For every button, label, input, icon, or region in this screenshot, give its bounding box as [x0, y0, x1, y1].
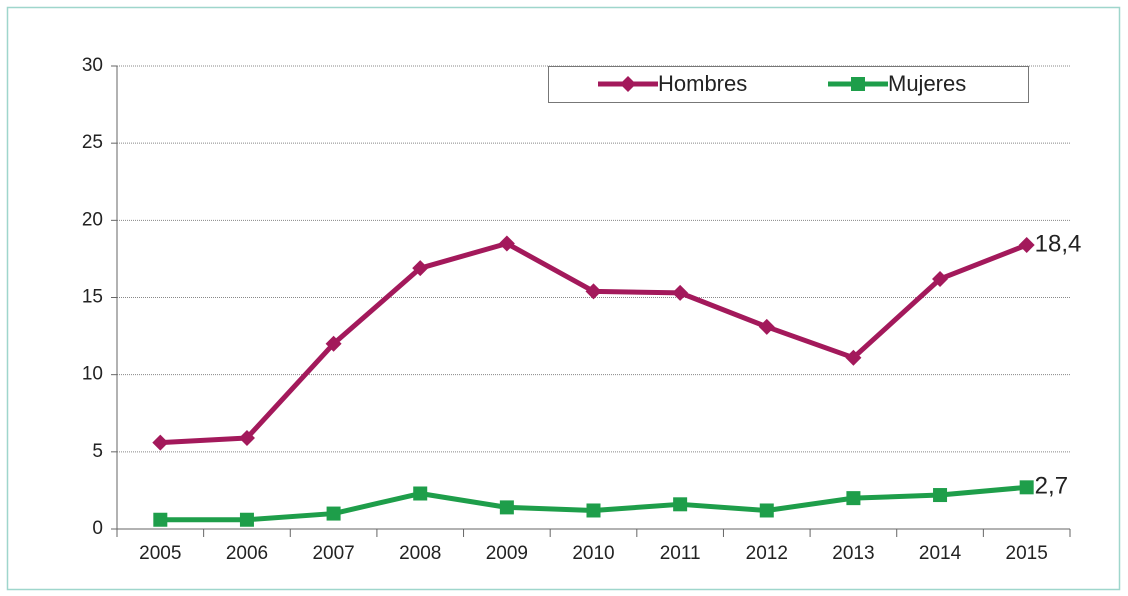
x-tick-label: 2009: [486, 543, 528, 564]
legend-label: Hombres: [658, 71, 747, 96]
y-tick-label: 20: [82, 209, 103, 230]
x-tick-label: 2013: [832, 543, 874, 564]
legend-marker: [851, 77, 865, 91]
x-tick-label: 2008: [399, 543, 441, 564]
point: [325, 335, 342, 352]
point: [499, 500, 514, 515]
point: [1018, 237, 1035, 254]
point: [758, 318, 775, 335]
x-tick-label: 2006: [226, 543, 268, 564]
legend-marker: [620, 76, 636, 92]
point: [326, 506, 341, 521]
point: [153, 512, 168, 527]
frame: [6, 6, 1121, 591]
point: [239, 512, 254, 527]
x-tick-label: 2014: [919, 543, 962, 564]
point: [498, 235, 515, 252]
point: [759, 503, 774, 518]
x-tick-label: 2015: [1006, 543, 1048, 564]
point: [845, 349, 862, 366]
point: [1019, 480, 1034, 495]
point: [933, 488, 948, 503]
data-label: 2,7: [1035, 473, 1068, 500]
legend-box: [548, 66, 1029, 103]
point: [413, 486, 428, 501]
point: [672, 284, 689, 301]
y-tick-label: 25: [82, 132, 103, 153]
x-tick-label: 2012: [746, 543, 788, 564]
x-tick-label: 2005: [139, 543, 181, 564]
x-tick-label: 2007: [312, 543, 354, 564]
x-tick-label: 2011: [660, 543, 701, 564]
legend: Hombres Mujeres: [548, 66, 1029, 103]
y-tick-label: 5: [92, 441, 103, 462]
point: [586, 503, 601, 518]
point: [673, 497, 688, 512]
point: [238, 429, 255, 446]
point: [846, 491, 861, 506]
y-tick-label: 0: [92, 518, 103, 539]
legend-label: Mujeres: [888, 71, 966, 96]
series-line: [160, 240, 1028, 446]
y-tick-label: 30: [82, 55, 103, 76]
point: [412, 260, 429, 277]
point: [152, 434, 169, 451]
data-label: 18,4: [1035, 230, 1082, 257]
y-tick-label: 10: [82, 364, 103, 385]
y-tick-label: 15: [82, 287, 103, 308]
point: [585, 283, 602, 300]
x-tick-label: 2010: [572, 543, 614, 564]
point: [932, 270, 949, 287]
